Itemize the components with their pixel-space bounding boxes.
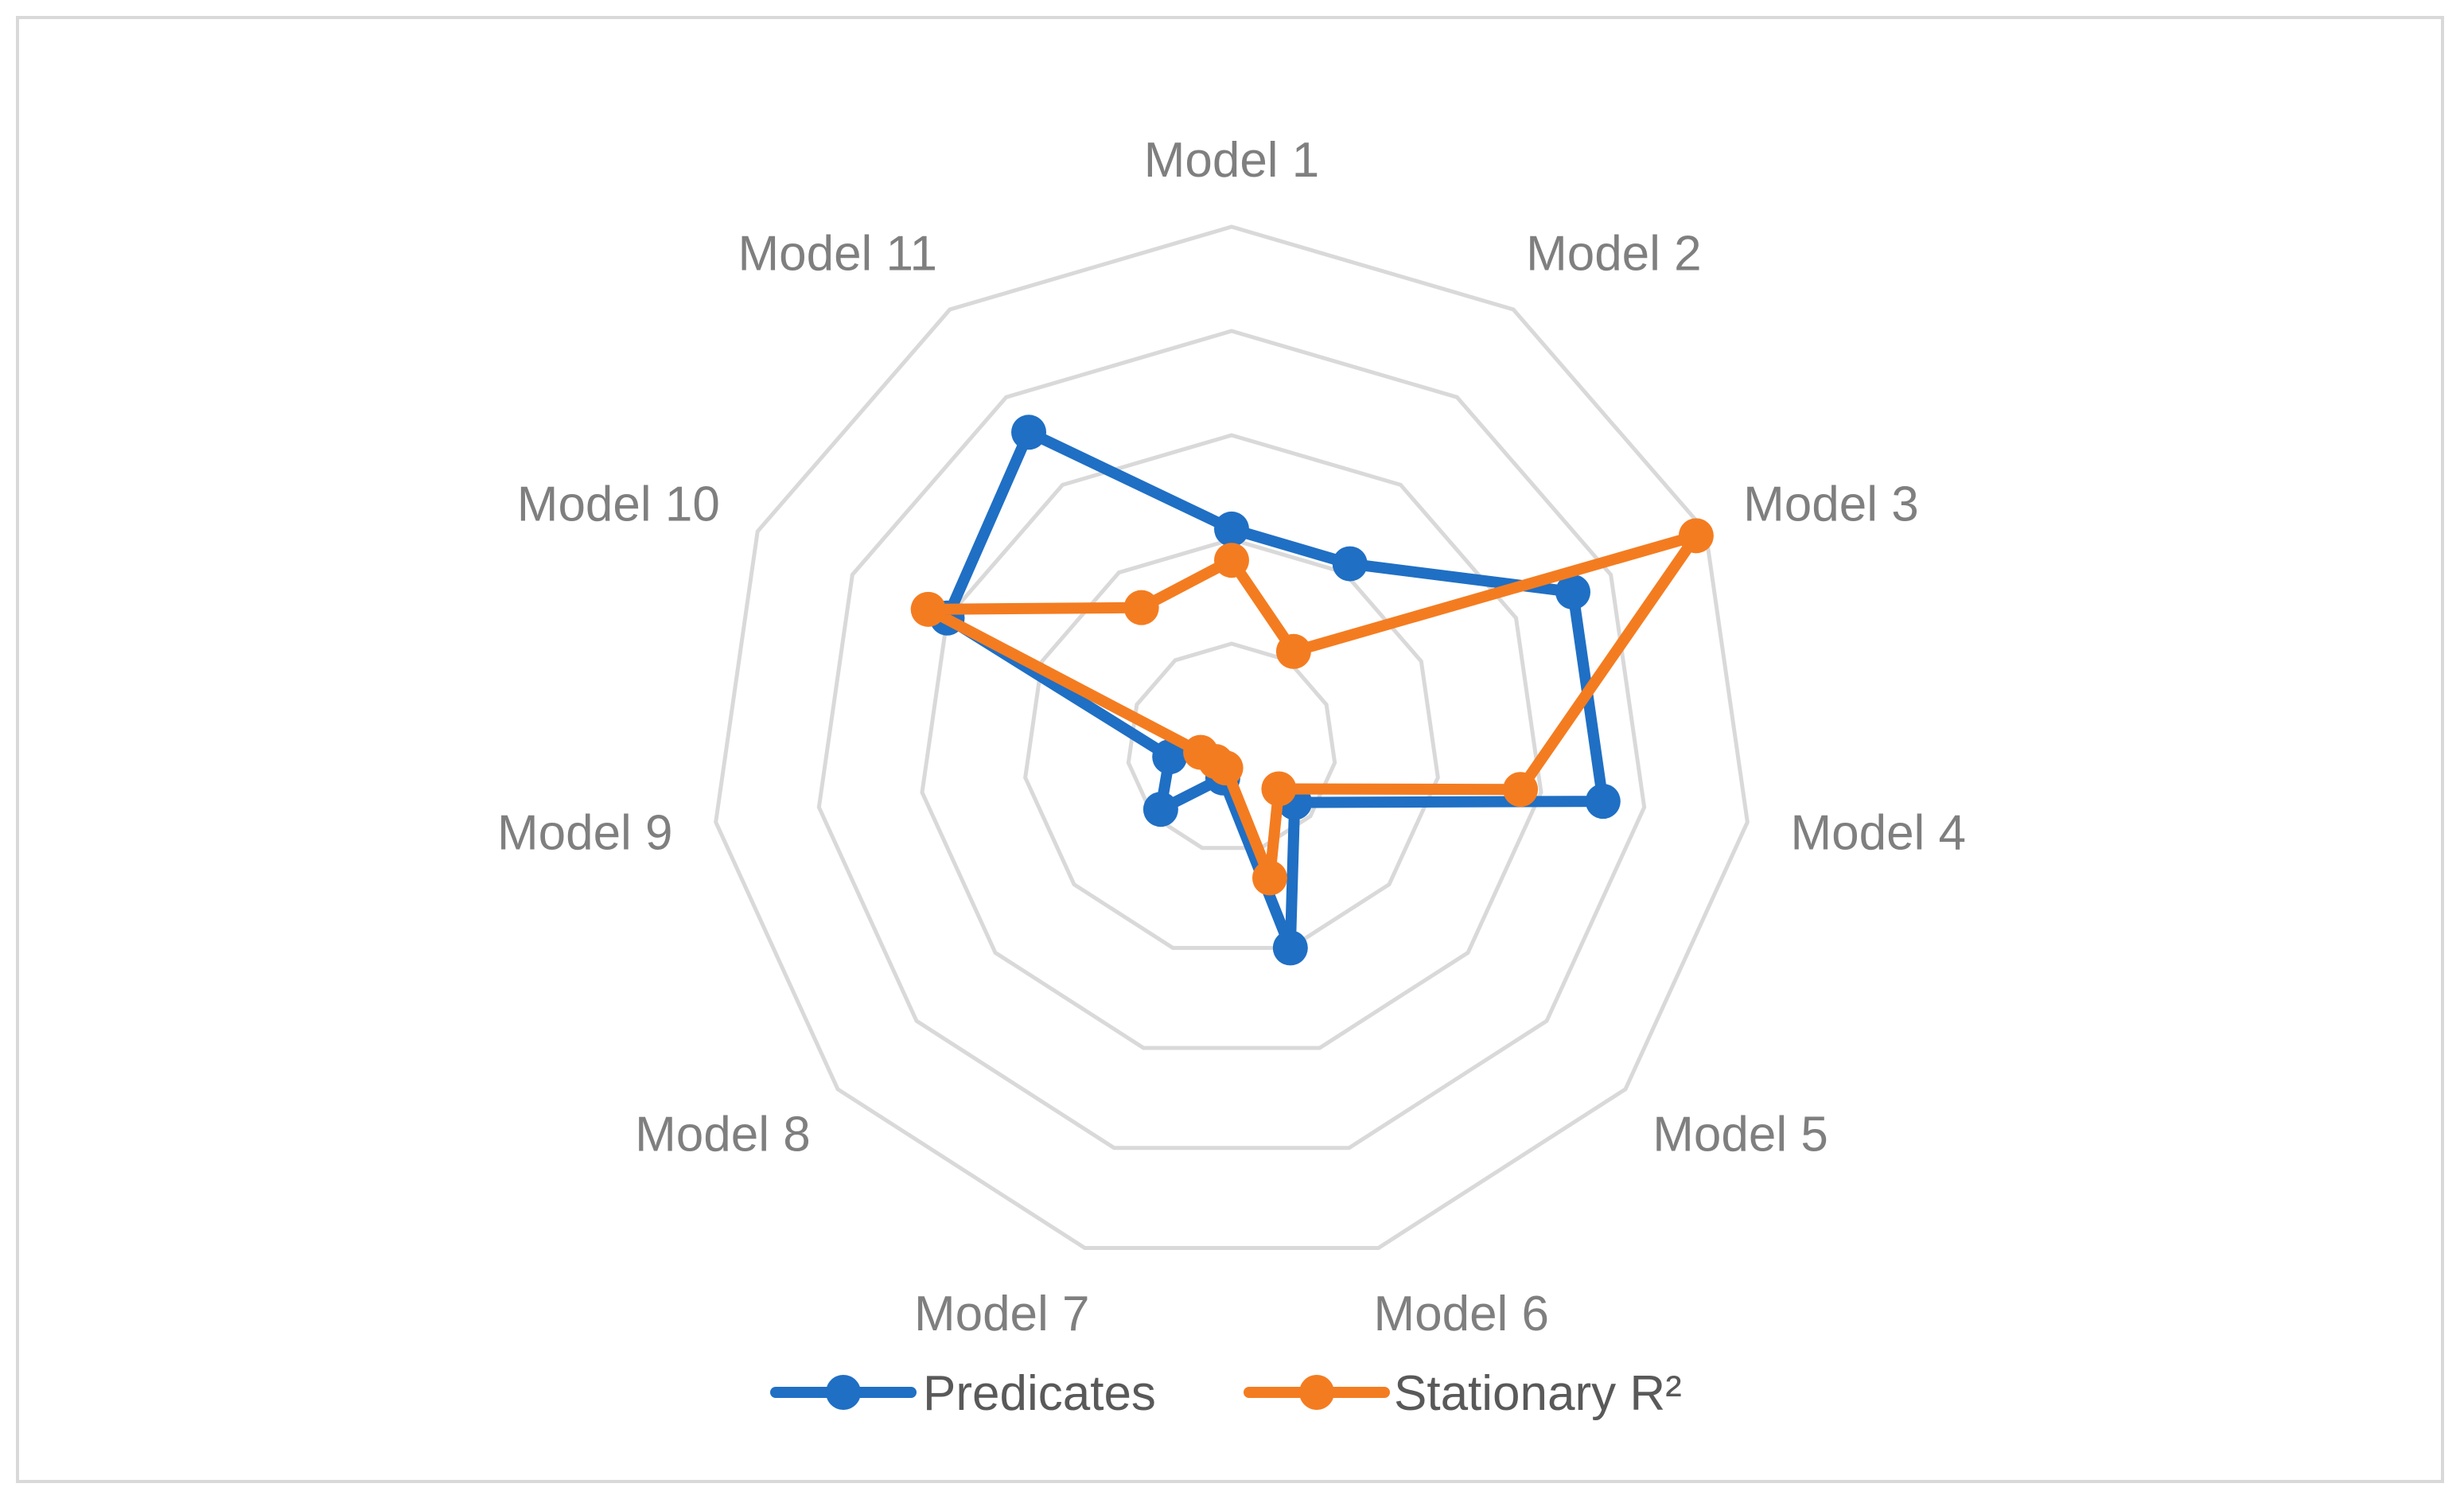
legend-label-stationary-r2: Stationary R² xyxy=(1394,1366,1682,1421)
legend: Predicates Stationary R² xyxy=(770,1366,1682,1421)
category-label-3: Model 3 xyxy=(1743,477,1919,532)
point-predicates-model-6 xyxy=(1272,930,1308,966)
point-predicates-model-3 xyxy=(1555,574,1590,610)
category-label-2: Model 2 xyxy=(1526,226,1702,281)
chart-frame xyxy=(16,16,2444,1483)
category-label-6: Model 6 xyxy=(1373,1287,1549,1341)
category-label-10: Model 10 xyxy=(517,477,720,532)
grid-ring-2 xyxy=(1023,537,1440,950)
point-stationary-r2-model-1 xyxy=(1214,543,1249,578)
legend-label-predicates: Predicates xyxy=(923,1366,1156,1421)
point-stationary-r2-model-3 xyxy=(1678,518,1714,554)
point-predicates-model-2 xyxy=(1332,546,1368,582)
category-label-4: Model 4 xyxy=(1790,805,1966,860)
legend-marker-predicates xyxy=(826,1375,861,1410)
category-label-5: Model 5 xyxy=(1652,1108,1828,1162)
point-stationary-r2-model-5 xyxy=(1261,771,1297,807)
legend-item-stationary-r2: Stationary R² xyxy=(1244,1366,1682,1421)
grid-ring-4 xyxy=(816,329,1647,1151)
grid-ring-1 xyxy=(1126,641,1337,851)
grid-ring-5 xyxy=(714,224,1750,1250)
category-label-9: Model 9 xyxy=(497,805,673,860)
point-stationary-r2-model-10 xyxy=(910,591,946,627)
legend-marker-stationary-r2 xyxy=(1299,1375,1334,1410)
legend-item-predicates: Predicates xyxy=(770,1366,1156,1421)
series-line-stationary-r2 xyxy=(922,530,1702,884)
point-predicates-model-9 xyxy=(1152,739,1188,775)
series-stationary-r2 xyxy=(910,518,1714,896)
point-stationary-r2-model-9 xyxy=(1183,734,1219,770)
category-label-1: Model 1 xyxy=(1144,133,1320,188)
category-label-11: Model 11 xyxy=(738,226,936,281)
point-predicates-model-1 xyxy=(1214,511,1249,547)
point-predicates-model-11 xyxy=(1011,415,1047,450)
point-predicates-model-4 xyxy=(1585,784,1621,820)
point-stationary-r2-model-2 xyxy=(1275,633,1311,669)
category-label-8: Model 8 xyxy=(635,1108,811,1162)
category-label-7: Model 7 xyxy=(914,1287,1090,1341)
point-stationary-r2-model-4 xyxy=(1503,772,1539,808)
point-stationary-r2-model-11 xyxy=(1123,590,1159,625)
point-predicates-model-8 xyxy=(1142,792,1178,827)
category-labels: Model 1 Model 2 Model 3 Model 4 Model 5 Model… xyxy=(497,133,1966,1341)
radar-series xyxy=(910,415,1714,966)
point-stationary-r2-model-6 xyxy=(1251,860,1287,896)
